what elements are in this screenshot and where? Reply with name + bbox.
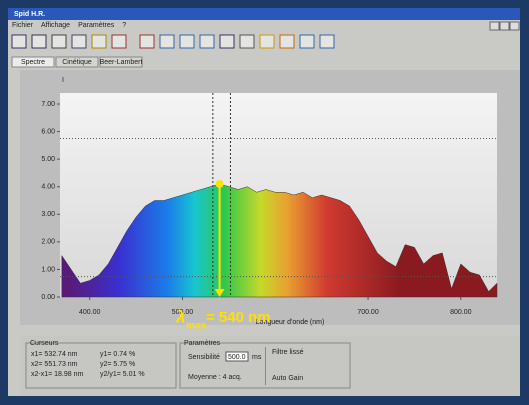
group-title: Curseurs (30, 340, 59, 347)
label: Auto Gain (272, 375, 303, 382)
menu-item[interactable]: Fichier (12, 22, 34, 29)
tab-label: Cinétique (62, 59, 92, 66)
y-tick-label: 0.00 (41, 294, 55, 301)
lambda-text: = 540 nm (206, 309, 271, 326)
input-value: 500.0 (228, 354, 246, 361)
menu-item[interactable]: Paramètres (78, 22, 115, 29)
unit: ms (252, 354, 262, 361)
toolbar-button[interactable] (12, 35, 26, 48)
toolbar-button[interactable] (280, 35, 294, 48)
screen: Spid H.R. Fichier Affichage Paramètres? Spe… (0, 0, 529, 400)
toolbar-button[interactable] (112, 35, 126, 48)
cursor-readout: y1= 0.74 % (100, 351, 135, 358)
title-bar (8, 8, 520, 20)
toolbar-button[interactable] (320, 35, 334, 48)
y-axis-label: I (62, 77, 64, 84)
toolbar-button[interactable] (300, 35, 314, 48)
toolbar-button[interactable] (72, 35, 86, 48)
window-title: Spid H.R. (14, 11, 45, 18)
label: Sensibilité (188, 354, 220, 361)
lambda-symbol: λ (175, 307, 185, 326)
toolbar-button[interactable] (260, 35, 274, 48)
separator (265, 347, 266, 385)
y-tick-label: 3.00 (41, 211, 55, 218)
tab-label: Spectre (21, 59, 45, 66)
toolbar-button[interactable] (240, 35, 254, 48)
close[interactable] (510, 22, 519, 30)
toolbar-button[interactable] (160, 35, 174, 48)
toolbar-button[interactable] (32, 35, 46, 48)
y-tick-label: 5.00 (41, 156, 55, 163)
y-tick-label: 6.00 (41, 128, 55, 135)
cursor-readout: y2/y1= 5.01 % (100, 371, 145, 378)
toolbar-button[interactable] (140, 35, 154, 48)
x-tick-label: 800.00 (450, 309, 472, 316)
x-tick-label: 700.00 (357, 309, 379, 316)
bottom-panel (20, 336, 520, 396)
maximize[interactable] (500, 22, 509, 30)
y-tick-label: 1.00 (41, 266, 55, 273)
label: Filtre lissé (272, 349, 304, 356)
minimize[interactable] (490, 22, 499, 30)
toolbar-button[interactable] (220, 35, 234, 48)
y-tick-label: 2.00 (41, 239, 55, 246)
cursor-readout: x2= 551.73 nm (31, 361, 78, 368)
toolbar-button[interactable] (92, 35, 106, 48)
cursor-readout: x1= 532.74 nm (31, 351, 78, 358)
x-tick-label: 400.00 (79, 309, 101, 316)
menu-item[interactable]: Affichage (41, 22, 70, 29)
window-buttons (490, 22, 519, 30)
toolbar-button[interactable] (180, 35, 194, 48)
group-title: Paramètres (184, 340, 221, 347)
toolbar (12, 35, 334, 48)
cursor-readout: x2-x1= 18.98 nm (31, 371, 84, 378)
page: Spid H.R. Fichier Affichage Paramètres? Spe… (0, 0, 529, 400)
lambda-subscript: max (186, 321, 206, 332)
y-tick-label: 4.00 (41, 184, 55, 191)
menu-item[interactable]: ? (122, 22, 126, 29)
y-tick-label: 7.00 (41, 101, 55, 108)
tab-label: Beer-Lambert (100, 59, 143, 66)
toolbar-button[interactable] (52, 35, 66, 48)
toolbar-button[interactable] (200, 35, 214, 48)
cursor-readout: y2= 5.75 % (100, 361, 135, 368)
lambda-point (216, 180, 224, 188)
label: Moyenne : 4 acq. (188, 374, 242, 381)
